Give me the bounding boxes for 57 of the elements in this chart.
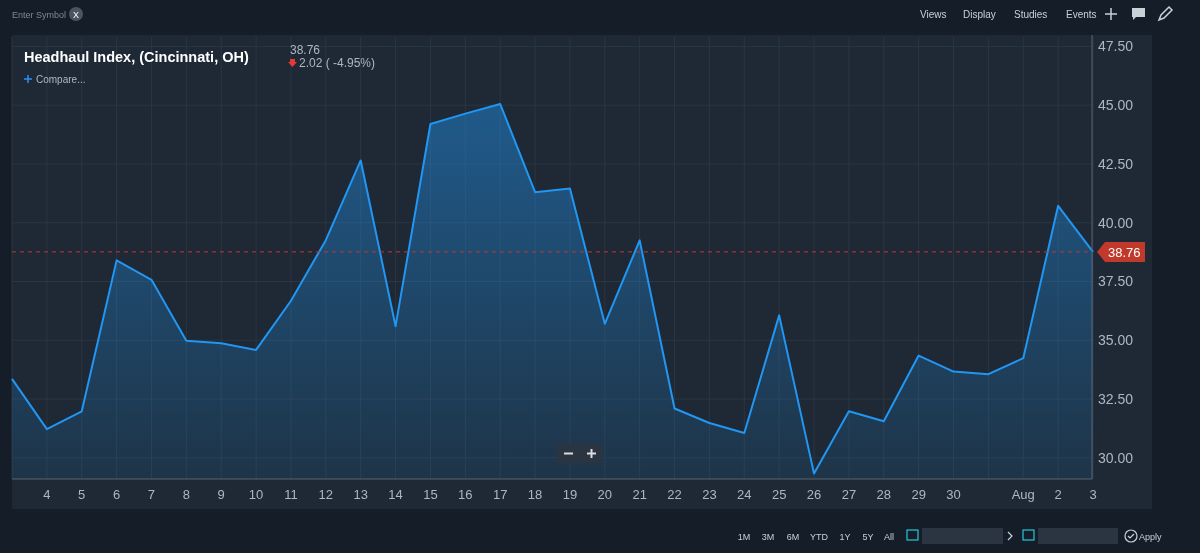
x-tick-label: 13: [353, 487, 368, 502]
annotation: Compare...: [36, 74, 86, 85]
text: 6M: [786, 532, 800, 542]
text: Headhaul Index, (Cincinnati, OH): [24, 49, 249, 65]
x-tick-label: 30: [946, 487, 961, 502]
y-tick-label: 30.00: [1098, 449, 1134, 466]
x-tick-label: 16: [458, 487, 473, 502]
x-tick-label: 21: [632, 487, 647, 502]
x-tick-label: 28: [876, 487, 892, 502]
x-tick-label: 25: [771, 487, 787, 502]
y-tick-label: 47.50: [1098, 38, 1134, 55]
x-tick-label: 7: [147, 487, 156, 502]
x-tick-label: 10: [248, 487, 264, 502]
x-tick-label: 24: [737, 487, 752, 502]
text: Display: [963, 9, 996, 20]
x-tick-label: 17: [492, 487, 508, 502]
x-tick-label: 23: [702, 487, 717, 502]
x-tick-label: 11: [284, 487, 298, 502]
x-tick-label: 14: [388, 487, 403, 502]
x-tick-label: Aug: [1011, 487, 1035, 502]
x-tick-label: 3: [1089, 487, 1097, 502]
x-tick-label: 18: [527, 487, 543, 502]
x-tick-label: 27: [841, 487, 857, 502]
x-tick-label: 15: [423, 487, 438, 502]
x-tick-label: 8: [182, 487, 190, 502]
x-tick-label: 22: [667, 487, 682, 502]
y-tick-label: 40.00: [1098, 214, 1134, 231]
text: All: [883, 532, 895, 542]
x-tick-label: 9: [217, 487, 225, 502]
x-tick-label: 29: [911, 487, 926, 502]
text: 3M: [761, 532, 775, 542]
x-tick-label: 19: [562, 487, 578, 502]
text: Studies: [1014, 9, 1048, 20]
annotation: 2.02 ( -4.95%): [299, 56, 376, 70]
x-tick-label: 6: [113, 487, 121, 502]
text: 1M: [737, 532, 751, 542]
annotation: 38.76: [290, 43, 321, 57]
text: Views: [920, 9, 947, 20]
x-tick-label: 4: [43, 487, 51, 502]
y-tick-label: 32.50: [1098, 390, 1134, 407]
y-tick-label: 35.00: [1098, 332, 1134, 349]
y-tick-label: 42.50: [1098, 155, 1134, 172]
x-tick-label: 2: [1054, 487, 1062, 502]
text: YTD: [810, 532, 829, 542]
text: Apply: [1139, 532, 1163, 542]
x-tick-label: 20: [597, 487, 613, 502]
y-tick-label: 37.50: [1098, 273, 1134, 290]
text: Enter Symbol: [12, 10, 67, 20]
x-tick-label: 12: [318, 487, 334, 502]
ref-line-label: 38.76: [1108, 244, 1141, 260]
text: 5Y: [862, 532, 874, 542]
x-tick-label: 5: [78, 487, 86, 502]
y-tick-label: 45.00: [1098, 97, 1134, 114]
clear-button: X: [69, 7, 83, 21]
text: 1Y: [839, 532, 851, 542]
text: Events: [1066, 9, 1097, 20]
x-tick-label: 26: [806, 487, 822, 502]
